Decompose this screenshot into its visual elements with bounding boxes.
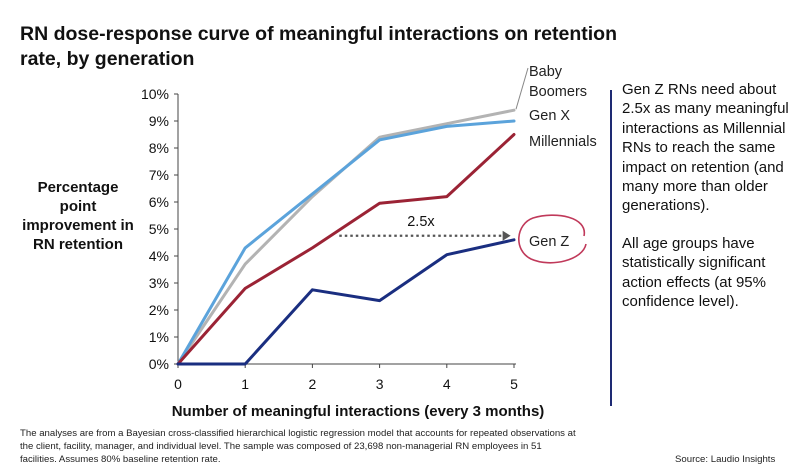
y-tick-label: 10% bbox=[141, 86, 169, 102]
series-label-millennials: Millennials bbox=[529, 134, 597, 150]
series-line-baby-boomers bbox=[176, 108, 516, 366]
series-label-gen-z: Gen Z bbox=[529, 234, 569, 250]
x-tick-label: 2 bbox=[309, 376, 317, 392]
side-note: Gen Z RNs need about 2.5x as many meanin… bbox=[622, 80, 794, 329]
series-line-gen-z bbox=[176, 238, 516, 366]
series-label-gen-x: Gen X bbox=[529, 108, 570, 124]
y-tick-label: 1% bbox=[149, 329, 169, 345]
series-line-gen-x bbox=[176, 119, 516, 366]
y-tick-label: 3% bbox=[149, 275, 169, 291]
x-tick-label: 4 bbox=[443, 376, 451, 392]
y-axis-title: Percentage point improvement in RN reten… bbox=[22, 179, 134, 253]
source-credit: Source: Laudio Insights bbox=[675, 454, 776, 465]
x-tick-label: 5 bbox=[510, 376, 518, 392]
series-label-leader bbox=[515, 67, 529, 110]
x-tick-label: 1 bbox=[241, 376, 249, 392]
y-tick-label: 2% bbox=[149, 302, 169, 318]
y-tick-label: 6% bbox=[149, 194, 169, 210]
y-tick-label: 4% bbox=[149, 248, 169, 264]
series-label-baby-boomers: Boomers bbox=[529, 84, 587, 100]
y-tick-label: 5% bbox=[149, 221, 169, 237]
side-divider bbox=[610, 90, 612, 406]
footnote: The analyses are from a Bayesian cross-c… bbox=[20, 428, 576, 465]
x-tick-label: 0 bbox=[174, 376, 182, 392]
y-tick-label: 8% bbox=[149, 140, 169, 156]
chart-title: RN dose-response curve of meaningful int… bbox=[20, 23, 618, 70]
annotation-arrow-head bbox=[502, 230, 511, 241]
series-label-baby-boomers: Baby bbox=[529, 64, 563, 80]
side-note-para-1: Gen Z RNs need about 2.5x as many meanin… bbox=[622, 81, 789, 215]
y-tick-label: 9% bbox=[149, 113, 169, 129]
side-note-para-2: All age groups have statistically signif… bbox=[622, 234, 766, 311]
y-tick-label: 7% bbox=[149, 167, 169, 183]
annotation-label: 2.5x bbox=[407, 214, 435, 230]
series-line-millennials bbox=[176, 133, 516, 366]
x-tick-label: 3 bbox=[376, 376, 384, 392]
x-axis-title: Number of meaningful interactions (every… bbox=[172, 403, 545, 420]
gen-z-highlight-circle bbox=[518, 214, 587, 264]
y-tick-label: 0% bbox=[149, 356, 169, 372]
